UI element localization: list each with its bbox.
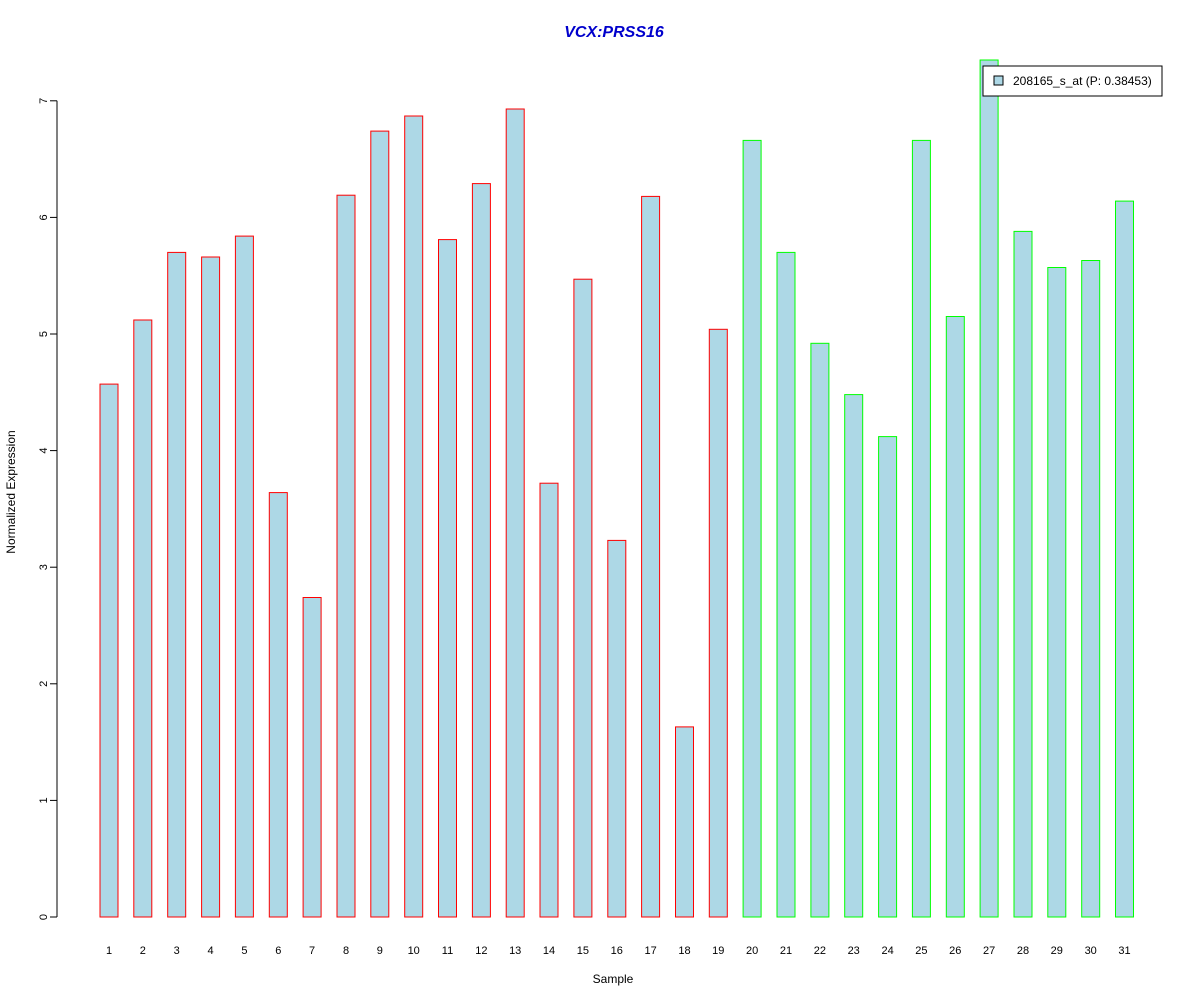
- x-tick-label: 25: [915, 945, 927, 957]
- bar-sample-9: [370, 130, 390, 918]
- x-tick-label: 15: [577, 945, 589, 957]
- x-tick-label: 30: [1085, 945, 1097, 957]
- x-tick-label: 24: [881, 945, 893, 957]
- x-tick-label: 20: [746, 945, 758, 957]
- x-tick-label: 29: [1051, 945, 1063, 957]
- x-tick-label: 19: [712, 945, 724, 957]
- bar-sample-5: [234, 235, 254, 918]
- bar-sample-22: [810, 342, 830, 918]
- x-tick-label: 27: [983, 945, 995, 957]
- x-tick-label: 4: [208, 945, 214, 957]
- x-tick-label: 26: [949, 945, 961, 957]
- x-tick-label: 13: [509, 945, 521, 957]
- bar-sample-3: [167, 251, 187, 918]
- x-axis-title: Sample: [593, 972, 634, 986]
- x-tick-label: 6: [275, 945, 281, 957]
- x-tick-label: 17: [644, 945, 656, 957]
- x-tick-label: 9: [377, 945, 383, 957]
- bar-sample-31: [1115, 200, 1134, 918]
- y-tick-label: 0: [38, 914, 50, 920]
- y-axis-title: Normalized Expression: [4, 430, 18, 553]
- legend: 208165_s_at (P: 0.38453): [982, 65, 1163, 97]
- bar-sample-17: [641, 195, 661, 918]
- x-tick-label: 2: [140, 945, 146, 957]
- bar-sample-10: [404, 115, 424, 918]
- x-tick-label: 18: [678, 945, 690, 957]
- bar-sample-20: [742, 139, 762, 918]
- x-tick-label: 14: [543, 945, 555, 957]
- bar-sample-16: [607, 539, 627, 918]
- bar-sample-25: [911, 139, 931, 918]
- y-tick-label: 4: [38, 448, 50, 454]
- y-tick-label: 7: [38, 98, 50, 104]
- x-tick-label: 21: [780, 945, 792, 957]
- bar-sample-4: [201, 256, 221, 918]
- x-tick-label: 28: [1017, 945, 1029, 957]
- bar-sample-2: [133, 319, 153, 918]
- bar-sample-26: [945, 316, 965, 918]
- legend-label: 208165_s_at (P: 0.38453): [1013, 74, 1152, 88]
- bar-sample-27: [979, 59, 999, 918]
- x-tick-label: 31: [1118, 945, 1130, 957]
- bar-sample-21: [776, 251, 796, 918]
- legend-swatch: [993, 75, 1004, 86]
- x-tick-label: 23: [848, 945, 860, 957]
- x-tick-label: 12: [475, 945, 487, 957]
- bar-sample-28: [1013, 230, 1033, 918]
- x-tick-labels: 1 2 3 4 5 6 7 8 9 10 11 12 13 14 15 16 17 18 19 20 21 22 23 24 2…: [106, 945, 1131, 957]
- y-tick-label: 2: [38, 681, 50, 687]
- bar-sample-15: [573, 278, 593, 918]
- bar-sample-12: [471, 183, 491, 918]
- x-tick-label: 1: [106, 945, 112, 957]
- bar-sample-6: [268, 492, 288, 918]
- bar-sample-13: [505, 108, 525, 918]
- x-tick-label: 3: [174, 945, 180, 957]
- y-tick-label: 6: [38, 214, 50, 220]
- bar-sample-18: [675, 726, 694, 918]
- bar-sample-23: [844, 394, 864, 918]
- x-tick-label: 10: [408, 945, 420, 957]
- bar-sample-7: [302, 597, 322, 918]
- y-tick-label: 1: [38, 797, 50, 803]
- bar-sample-8: [336, 194, 356, 918]
- y-tick-label: 5: [38, 331, 50, 337]
- y-tick-label: 3: [38, 564, 50, 570]
- y-axis: 0 1 2 3 4 5 6 7: [38, 98, 58, 920]
- bar-sample-29: [1047, 267, 1067, 918]
- chart-title: VCX:PRSS16: [564, 24, 664, 41]
- bar-sample-1: [99, 383, 119, 918]
- bars: [99, 59, 1134, 918]
- bar-sample-11: [438, 239, 457, 918]
- bar-sample-14: [539, 482, 559, 918]
- bar-sample-30: [1081, 260, 1101, 918]
- bar-sample-24: [878, 436, 898, 918]
- bar-sample-19: [708, 328, 728, 918]
- legend-box: [982, 65, 1163, 97]
- x-tick-label: 7: [309, 945, 315, 957]
- x-tick-label: 8: [343, 945, 349, 957]
- x-tick-label: 5: [241, 945, 247, 957]
- x-tick-label: 11: [442, 945, 453, 957]
- x-tick-label: 22: [814, 945, 826, 957]
- x-tick-label: 16: [611, 945, 623, 957]
